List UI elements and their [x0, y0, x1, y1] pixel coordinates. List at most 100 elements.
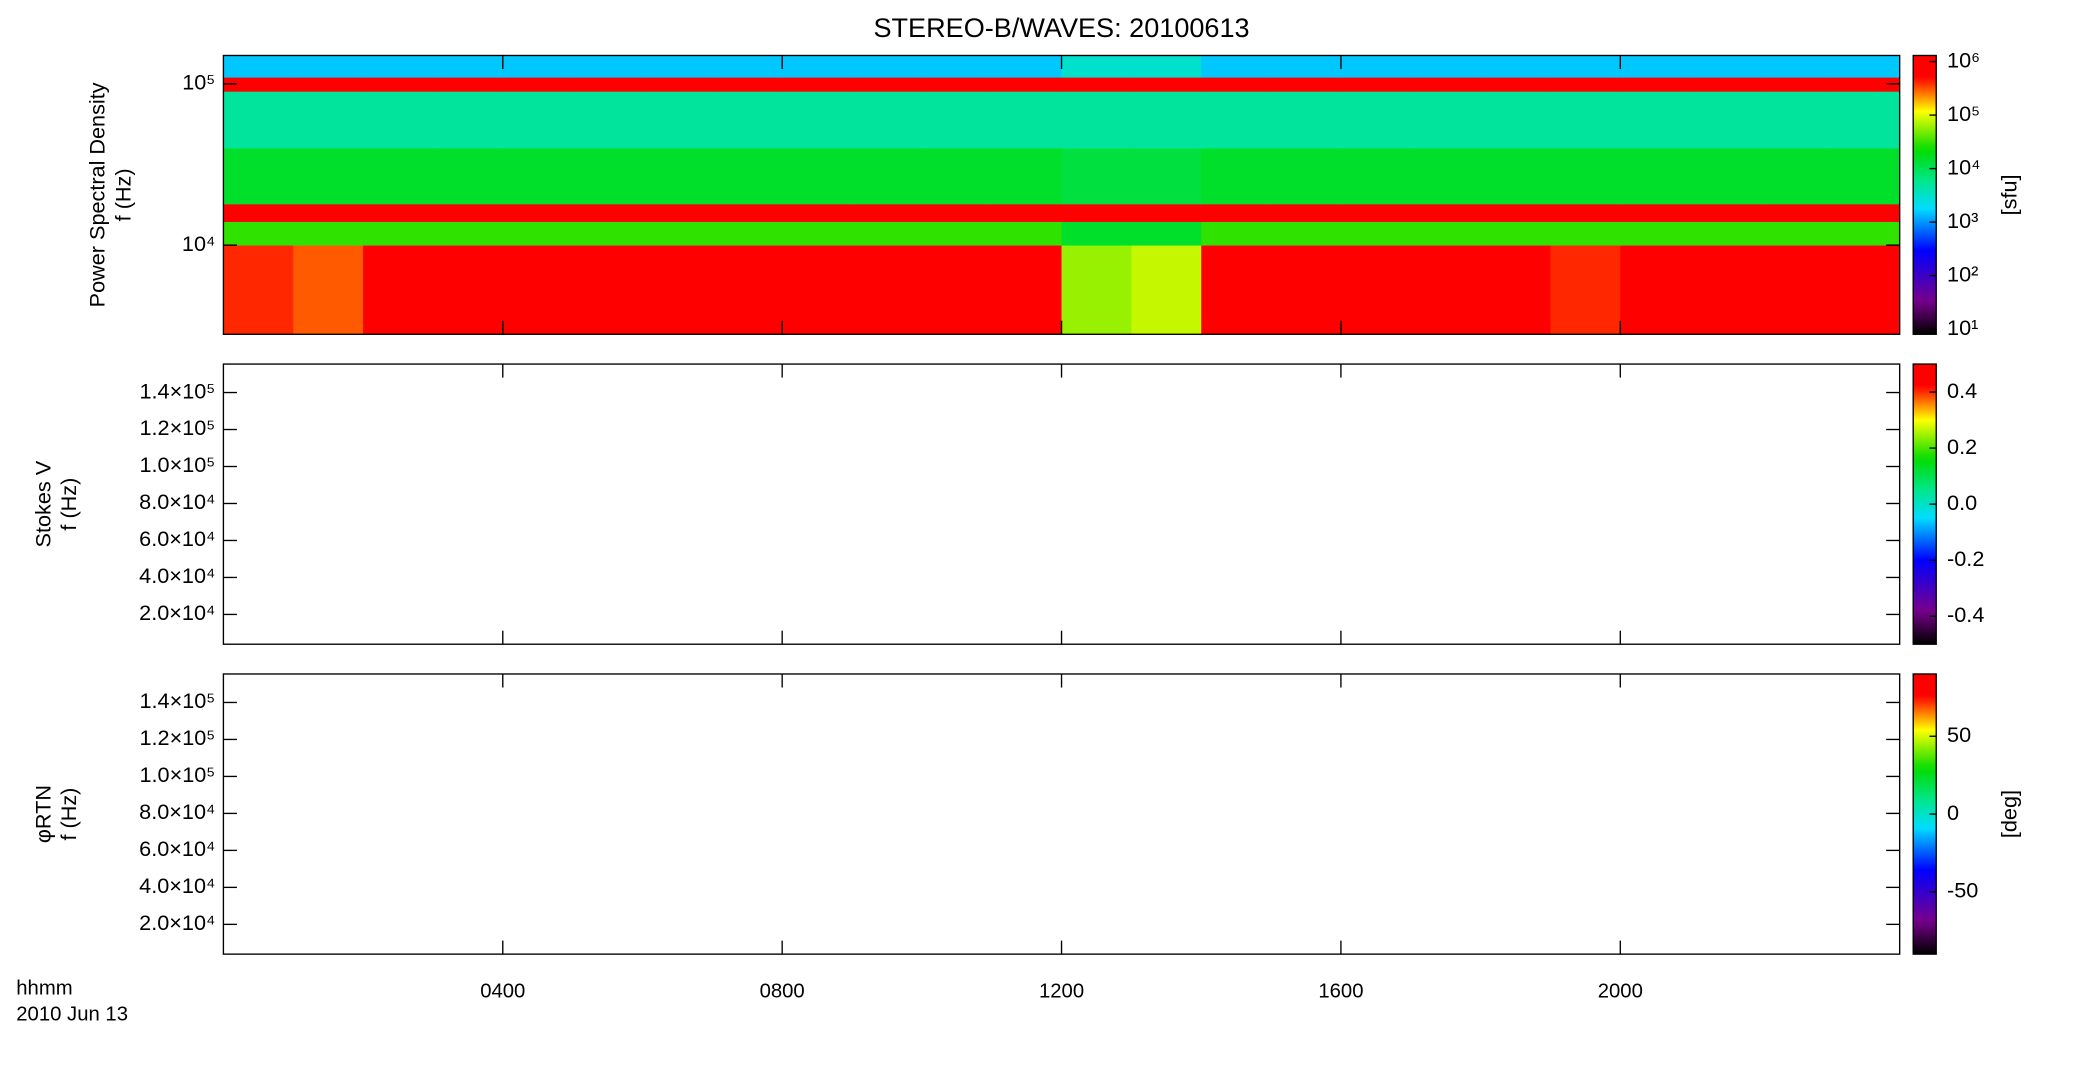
heatmap-cell	[1410, 245, 1482, 335]
x-tick-label: 2000	[1598, 980, 1643, 1002]
colorbar-tick-label: 10²	[1947, 261, 1978, 286]
heatmap-cell	[1690, 77, 1761, 92]
y-tick-label: 1.4×10⁵	[140, 378, 216, 403]
y-tick-label: 1.2×10⁵	[140, 725, 216, 750]
heatmap-cell	[852, 91, 923, 149]
heatmap-cell	[1829, 55, 1901, 78]
heatmap-cell	[363, 245, 434, 335]
heatmap-cell	[1271, 91, 1342, 149]
heatmap-cell	[1690, 221, 1761, 246]
colorbar-tick-label: 10⁵	[1947, 101, 1980, 126]
heatmap-cell	[1271, 221, 1342, 246]
heatmap-cell	[1829, 221, 1901, 246]
heatmap-cell	[432, 91, 504, 149]
heatmap-cell	[782, 221, 853, 246]
heatmap-cell	[782, 55, 853, 78]
heatmap-cell	[1201, 203, 1272, 222]
heatmap-cell	[293, 148, 364, 205]
heatmap-cell	[1131, 203, 1202, 222]
heatmap-cell	[432, 77, 504, 92]
y-tick-label: 4.0×10⁴	[139, 873, 215, 898]
heatmap-cell	[502, 91, 574, 149]
heatmap-cell	[712, 148, 783, 205]
heatmap-cell	[1201, 148, 1272, 205]
heatmap-cell	[223, 55, 294, 78]
colorbar-label: [deg]	[1996, 790, 2021, 838]
heatmap-cell	[1131, 91, 1202, 149]
heatmap-cell	[642, 91, 713, 149]
heatmap-cell	[1550, 148, 1621, 205]
colorbar-tick-label: 50	[1947, 722, 1971, 747]
heatmap-cell	[1759, 91, 1831, 149]
y-tick-label: 10⁵	[182, 70, 215, 95]
heatmap-cell	[921, 77, 993, 92]
x-tick-label: 0400	[480, 980, 525, 1002]
heatmap-cell	[991, 55, 1062, 78]
heatmap-cell	[852, 55, 923, 78]
heatmap-cell	[223, 203, 294, 222]
heatmap-cell	[1340, 245, 1412, 335]
heatmap-cell	[1759, 221, 1831, 246]
heatmap-cell	[1550, 77, 1621, 92]
x-tick-label: 0800	[760, 980, 805, 1002]
heatmap-cell	[1690, 203, 1761, 222]
heatmap-cell	[293, 91, 364, 149]
heatmap-cell	[991, 221, 1062, 246]
y-tick-label: 1.2×10⁵	[140, 415, 216, 440]
y-tick-label: 1.0×10⁵	[140, 762, 216, 787]
heatmap-cell	[1759, 148, 1831, 205]
heatmap-cell	[1620, 148, 1691, 205]
y-tick-label: 8.0×10⁴	[139, 799, 215, 824]
heatmap-cell	[502, 221, 574, 246]
heatmap-cell	[1131, 148, 1202, 205]
date-label: 2010 Jun 13	[16, 1003, 128, 1025]
heatmap-cell	[1271, 55, 1342, 78]
heatmap-cell	[1480, 203, 1551, 222]
heatmap-cell	[293, 55, 364, 78]
heatmap-cell	[1340, 203, 1412, 222]
plot-frame	[222, 363, 1901, 645]
heatmap-cell	[852, 203, 923, 222]
heatmap-cell	[363, 203, 434, 222]
heatmap-cell	[991, 203, 1062, 222]
heatmap-cell	[1829, 91, 1901, 149]
heatmap-cell	[1201, 221, 1272, 246]
heatmap-cell	[642, 245, 713, 335]
heatmap-cell	[432, 203, 504, 222]
heatmap-cell	[223, 77, 294, 92]
heatmap-cell	[1829, 148, 1901, 205]
heatmap-cell	[1201, 245, 1272, 335]
heatmap-cell	[432, 55, 504, 78]
heatmap-cell	[1340, 148, 1412, 205]
heatmap-cell	[991, 245, 1062, 335]
y-axis-label: f (Hz)	[56, 788, 81, 841]
heatmap-cell	[642, 55, 713, 78]
heatmap-cell	[1340, 55, 1412, 78]
colorbar-tick-label: 10⁶	[1947, 47, 1980, 72]
heatmap-cell	[572, 91, 643, 149]
heatmap-cell	[1271, 245, 1342, 335]
heatmap-cell	[1480, 55, 1551, 78]
colorbar-label: [sfu]	[1996, 174, 2021, 215]
y-tick-label: 1.0×10⁵	[140, 452, 216, 477]
heatmap-cell	[1061, 245, 1132, 335]
heatmap-cell	[991, 91, 1062, 149]
heatmap-cell	[852, 221, 923, 246]
colorbar-tick-label: 0.2	[1947, 434, 1977, 459]
heatmap-cell	[1061, 77, 1132, 92]
heatmap-cell	[1550, 55, 1621, 78]
y-axis-label: Power Spectral Density	[85, 82, 110, 307]
heatmap-cell	[572, 245, 643, 335]
heatmap-cell	[1061, 91, 1132, 149]
heatmap-cell	[782, 203, 853, 222]
y-axis-label: Stokes V	[30, 460, 55, 547]
y-tick-label: 4.0×10⁴	[139, 563, 215, 588]
heatmap-cell	[1759, 55, 1831, 78]
heatmap-cell	[1620, 245, 1691, 335]
heatmap-cell	[1410, 77, 1482, 92]
heatmap-cell	[363, 55, 434, 78]
heatmap-cell	[921, 221, 993, 246]
heatmap-cell	[572, 55, 643, 78]
x-tick-label: 1200	[1039, 980, 1084, 1002]
